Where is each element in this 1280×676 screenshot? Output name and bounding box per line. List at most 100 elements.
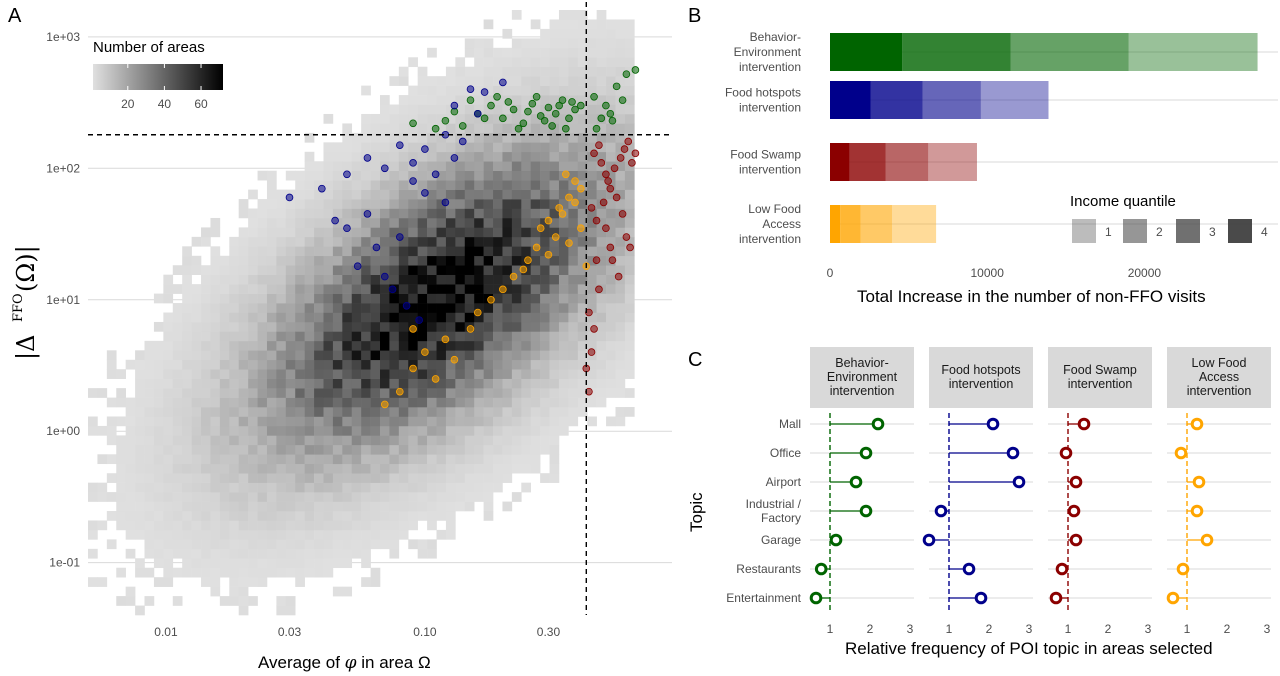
- a-heat-cell: [436, 293, 447, 304]
- a-heat-cell: [182, 321, 192, 332]
- a-heat-cell: [540, 416, 550, 427]
- a-heat-cell: [342, 208, 353, 219]
- a-heat-cell: [370, 501, 381, 512]
- c-lollipop-point: [1200, 533, 1214, 547]
- a-heat-cell: [182, 388, 192, 398]
- a-heat-cell: [568, 236, 579, 247]
- a-heat-cell: [332, 321, 343, 332]
- a-heat-cell: [606, 312, 616, 323]
- a-heat-cell: [398, 227, 409, 238]
- b-legend-key-label: 3: [1209, 225, 1216, 239]
- a-heat-cell: [295, 416, 305, 427]
- a-heat-cell: [408, 463, 418, 474]
- a-heat-cell: [219, 463, 230, 474]
- a-heat-cell: [568, 47, 579, 58]
- a-heat-cell: [549, 312, 560, 323]
- a-heat-cell: [511, 199, 522, 209]
- a-heat-cell: [219, 492, 230, 502]
- a-heat-cell: [342, 321, 353, 332]
- a-heat-cell: [417, 416, 428, 427]
- a-heat-cell: [135, 529, 145, 540]
- a-heat-cell: [351, 274, 362, 285]
- a-heat-cell: [615, 265, 626, 275]
- a-heat-cell: [568, 255, 579, 266]
- a-heat-cell: [464, 284, 475, 294]
- a-heat-cell: [455, 444, 466, 455]
- a-heat-cell: [549, 407, 560, 417]
- a-heat-cell: [153, 416, 164, 427]
- a-heat-cell: [276, 274, 287, 285]
- a-heat-cell: [210, 444, 221, 455]
- a-heat-cell: [380, 151, 390, 162]
- a-heat-cell: [427, 501, 437, 512]
- a-heat-cell: [370, 511, 381, 521]
- a-heat-cell: [615, 199, 626, 209]
- a-heat-cell: [370, 359, 381, 370]
- a-heat-cell: [474, 378, 484, 389]
- a-heat-cell: [172, 529, 183, 540]
- a-heat-cell: [323, 151, 334, 162]
- a-heat-cell: [266, 369, 277, 379]
- a-heat-cell: [511, 407, 522, 417]
- a-heat-cell: [201, 331, 211, 342]
- a-heat-cell: [266, 180, 277, 190]
- a-heat-cell: [436, 132, 447, 143]
- a-heat-cell: [342, 189, 353, 200]
- a-heat-cell: [351, 217, 362, 228]
- a-heat-cell: [332, 407, 343, 417]
- a-heat-cell: [436, 208, 447, 219]
- a-heat-cell: [201, 265, 211, 275]
- a-heat-cell: [191, 454, 202, 465]
- a-heat-cell: [558, 161, 569, 172]
- a-heat-cell: [521, 284, 532, 294]
- a-heat-cell: [351, 170, 362, 181]
- a-heat-cell: [97, 492, 108, 502]
- a-heat-cell: [304, 208, 315, 219]
- a-heat-cell: [455, 492, 466, 502]
- a-heat-cell: [304, 274, 315, 285]
- a-point-lowfood: [544, 216, 553, 225]
- a-heat-cell: [351, 189, 362, 200]
- a-heat-cell: [370, 303, 381, 313]
- a-heat-cell: [577, 170, 588, 181]
- a-heat-cell: [257, 388, 268, 398]
- a-heat-cell: [577, 340, 588, 351]
- a-heat-cell: [398, 312, 409, 323]
- a-heat-cell: [606, 217, 616, 228]
- a-heat-cell: [266, 416, 277, 427]
- a-heat-cell: [153, 539, 164, 550]
- a-heat-cell: [238, 473, 249, 483]
- a-heat-cell: [304, 397, 315, 408]
- a-heat-cell: [445, 407, 456, 417]
- a-heat-cell: [530, 170, 541, 181]
- a-heat-cell: [445, 236, 456, 247]
- a-heat-cell: [323, 378, 334, 389]
- a-heat-cell: [577, 359, 588, 370]
- a-heat-cell: [568, 76, 579, 86]
- a-heat-cell: [351, 142, 362, 153]
- a-heat-cell: [342, 227, 353, 238]
- a-heat-cell: [323, 312, 334, 323]
- a-heat-cell: [257, 217, 268, 228]
- a-heat-cell: [285, 548, 296, 559]
- a-heat-cell: [568, 293, 579, 304]
- a-heat-cell: [408, 151, 418, 162]
- a-heat-cell: [474, 208, 484, 219]
- a-heat-cell: [172, 539, 183, 550]
- a-heat-cell: [483, 378, 494, 389]
- a-heat-cell: [568, 208, 579, 219]
- a-heat-cell: [540, 66, 550, 77]
- a-heat-cell: [163, 473, 174, 483]
- panel-a-scatter-points: [285, 66, 640, 409]
- a-heat-cell: [153, 454, 164, 465]
- a-heat-cell: [314, 227, 324, 238]
- a-heat-cell: [483, 265, 494, 275]
- a-heat-cell: [182, 558, 192, 569]
- c-x-tick-label: 1: [1065, 622, 1072, 636]
- a-heat-cell: [257, 255, 268, 266]
- a-heat-cell: [577, 66, 588, 77]
- a-heat-cell: [314, 303, 324, 313]
